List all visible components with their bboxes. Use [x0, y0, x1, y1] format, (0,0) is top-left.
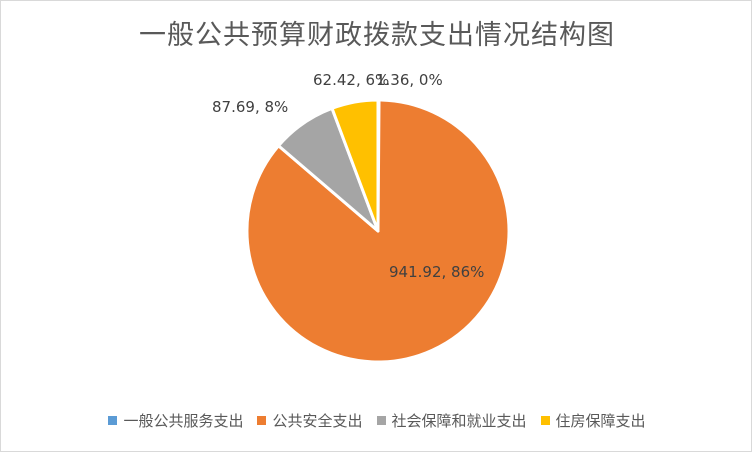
legend-item-housing[interactable]: 住房保障支出	[540, 410, 646, 431]
legend-swatch	[257, 416, 267, 425]
data-label-general-public-services: 1.36, 0%	[376, 71, 443, 89]
pie-slice-3[interactable]	[330, 98, 380, 233]
data-label-housing: 62.42, 6%	[313, 71, 390, 89]
legend-item-general-public-services[interactable]: 一般公共服务支出	[108, 410, 243, 431]
chart-title: 一般公共预算财政拨款支出情况结构图	[139, 20, 615, 51]
legend-label: 住房保障支出	[555, 412, 646, 430]
legend-swatch	[540, 416, 550, 425]
legend-swatch	[108, 416, 118, 425]
legend-label: 公共安全支出	[272, 412, 363, 430]
pie-slice-1[interactable]	[245, 98, 511, 364]
legend-item-public-security[interactable]: 公共安全支出	[257, 410, 363, 431]
legend: 一般公共服务支出 公共安全支出 社会保障和就业支出 住房保障支出	[1, 410, 752, 431]
data-label-public-security: 941.92, 86%	[389, 263, 485, 281]
legend-label: 社会保障和就业支出	[391, 412, 527, 430]
legend-item-social-security[interactable]: 社会保障和就业支出	[376, 410, 527, 431]
data-label-social-security: 87.69, 8%	[212, 98, 289, 116]
legend-label: 一般公共服务支出	[123, 412, 244, 430]
legend-swatch	[376, 416, 386, 425]
